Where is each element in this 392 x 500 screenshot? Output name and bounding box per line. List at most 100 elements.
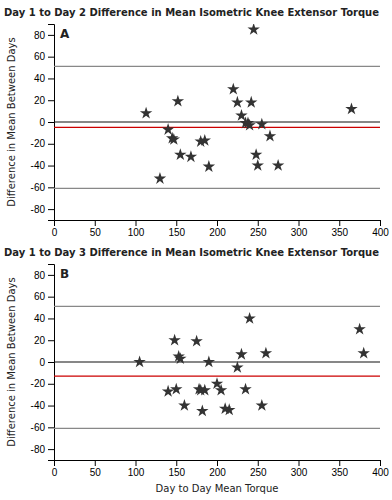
- panel: 050100150200250300350400-80-60-40-200204…: [31, 23, 390, 238]
- x-tick-label: 300: [291, 227, 308, 238]
- y-tick-label: 80: [34, 30, 46, 41]
- reference-line: [54, 376, 380, 377]
- point: [256, 118, 268, 130]
- x-tick-label: 400: [372, 227, 389, 238]
- x-tick-label: 200: [209, 467, 226, 478]
- x-tick-label: 150: [168, 467, 185, 478]
- panel-label: A: [60, 27, 70, 41]
- x-tick-mark: [299, 460, 300, 466]
- x-tick-mark: [95, 460, 96, 466]
- point: [178, 399, 190, 411]
- y-axis-line: [48, 265, 55, 461]
- x-tick: 300: [291, 220, 308, 238]
- x-tick-label: 150: [168, 227, 185, 238]
- x-axis-line: [55, 221, 381, 227]
- point: [243, 119, 255, 131]
- point: [203, 355, 215, 367]
- y-tick-label: -40: [31, 400, 46, 411]
- y-tick-mark: [48, 187, 54, 188]
- y-tick-mark: [48, 340, 54, 341]
- point: [245, 96, 257, 108]
- y-tick: 60: [34, 51, 54, 62]
- x-tick-label: 50: [90, 227, 102, 238]
- point: [140, 107, 152, 119]
- x-tick-mark: [258, 220, 259, 226]
- y-tick: 80: [34, 270, 54, 281]
- y-tick-mark: [48, 122, 54, 123]
- x-tick: 150: [168, 220, 185, 238]
- y-tick-mark: [48, 275, 54, 276]
- x-tick-mark: [217, 460, 218, 466]
- x-tick-mark: [299, 220, 300, 226]
- x-tick-label: 250: [250, 227, 267, 238]
- x-tick-label: 300: [291, 467, 308, 478]
- x-tick-label: 50: [90, 467, 102, 478]
- y-tick-mark: [48, 166, 54, 167]
- point: [223, 403, 235, 415]
- x-tick: 50: [90, 460, 102, 478]
- panel: 050100150200250300350400-80-60-40-200204…: [31, 265, 390, 479]
- y-axis: -80-60-40-20020406080: [31, 25, 55, 221]
- point: [239, 383, 251, 395]
- y-tick: -60: [31, 422, 54, 433]
- point: [247, 24, 259, 35]
- x-tick: 350: [331, 460, 348, 478]
- x-tick-mark: [176, 460, 177, 466]
- chart-container: 050100150200250300350400-80-60-40-200204…: [0, 0, 392, 500]
- y-tick-mark: [48, 449, 54, 450]
- y-tick: -40: [31, 400, 54, 411]
- point: [235, 348, 247, 360]
- y-tick-mark: [48, 427, 54, 428]
- y-tick-mark: [48, 78, 54, 79]
- point: [357, 347, 369, 359]
- y-tick-mark: [48, 35, 54, 36]
- point: [260, 347, 272, 359]
- title: Day 1 to Day 3 Difference in Mean Isomet…: [4, 247, 379, 258]
- x-tick-label: 400: [372, 467, 389, 478]
- x-tick: 100: [128, 220, 145, 238]
- y-tick-mark: [48, 100, 54, 101]
- y-tick: 40: [34, 73, 54, 84]
- point: [174, 148, 186, 160]
- y-tick-label: -40: [31, 160, 46, 171]
- reference-line: [54, 66, 380, 67]
- point: [345, 102, 357, 114]
- point: [168, 133, 180, 145]
- point: [162, 385, 174, 397]
- x-tick-mark: [95, 220, 96, 226]
- x-tick-label: 200: [209, 227, 226, 238]
- x-tick: 300: [291, 460, 308, 478]
- y-tick-label: -80: [31, 444, 46, 455]
- y-tick: -20: [31, 378, 54, 389]
- figure: 050100150200250300350400-80-60-40-200204…: [0, 0, 392, 500]
- reference-line: [54, 361, 380, 362]
- y-tick-label: 20: [34, 95, 46, 106]
- point: [252, 159, 264, 171]
- x-tick: 0: [52, 460, 58, 478]
- x-axis: 0 50 100 150 200 250 300 350 400: [52, 220, 390, 238]
- y-tick: -80: [31, 444, 54, 455]
- y-tick-label: 20: [34, 335, 46, 346]
- point: [250, 148, 262, 160]
- y-tick: 80: [34, 30, 54, 41]
- y-tick: 20: [34, 95, 54, 106]
- point: [272, 159, 284, 171]
- y-tick: 0: [39, 357, 54, 368]
- x-tick: 150: [168, 460, 185, 478]
- x-tick-mark: [176, 220, 177, 226]
- y-tick-label: 0: [39, 117, 45, 128]
- y-tick: 40: [34, 313, 54, 324]
- title: Day 1 to Day 2 Difference in Mean Isomet…: [4, 7, 379, 18]
- x-tick-mark: [380, 460, 381, 466]
- y-tick: 0: [39, 117, 54, 128]
- y-axis-title: Difference in Mean Between Days: [6, 37, 17, 206]
- x-tick-label: 350: [331, 227, 348, 238]
- x-tick-label: 0: [52, 227, 58, 238]
- x-axis-title: Day to Day Mean Torque: [156, 483, 279, 494]
- x-tick: 0: [52, 220, 58, 238]
- x-tick-mark: [339, 220, 340, 226]
- y-tick-mark: [48, 209, 54, 210]
- point: [190, 335, 202, 347]
- plot-area: [54, 306, 380, 428]
- point: [203, 160, 215, 172]
